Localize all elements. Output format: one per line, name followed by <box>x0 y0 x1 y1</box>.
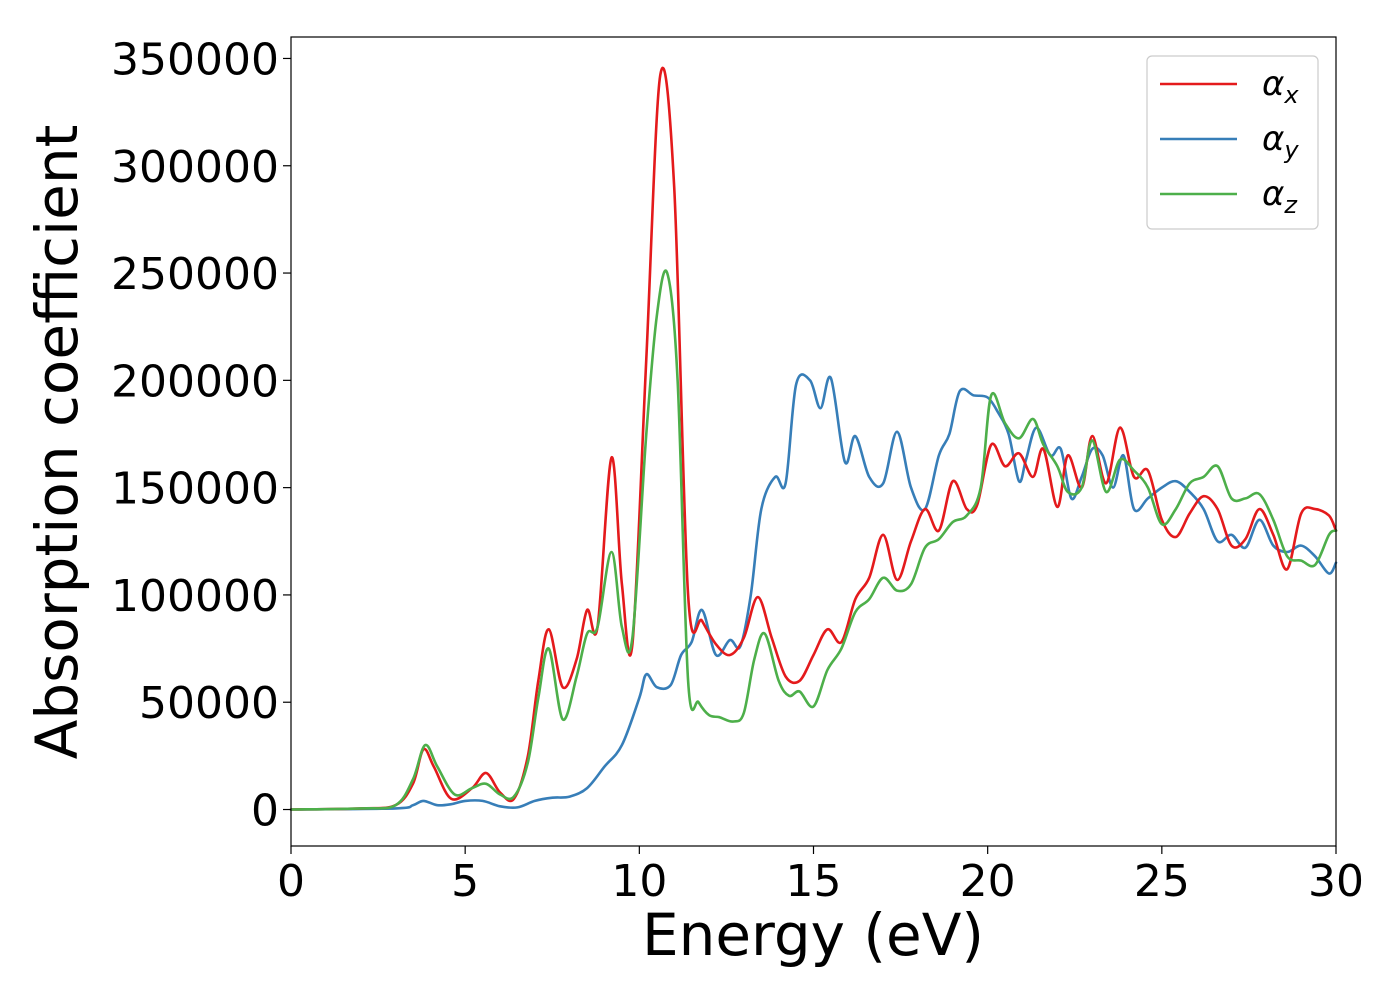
y-tick-label: 0 <box>251 786 279 837</box>
y-tick-label: 100000 <box>111 571 279 622</box>
x-tick-label: 15 <box>786 856 842 907</box>
x-tick-label: 30 <box>1308 856 1364 907</box>
x-tick-label: 25 <box>1134 856 1190 907</box>
x-tick-label: 20 <box>960 856 1016 907</box>
y-tick-label: 200000 <box>111 356 279 407</box>
y-ticks: 0 50000 100000 150000 200000 250000 300000 3500… <box>111 34 291 837</box>
y-tick-label: 300000 <box>111 142 279 193</box>
y-tick-label: 150000 <box>111 464 279 515</box>
series-line-y <box>289 373 1338 811</box>
series-line-x <box>289 66 1338 811</box>
y-tick-label: 250000 <box>111 249 279 300</box>
plot-frame <box>290 36 1337 847</box>
x-tick-label: 5 <box>451 856 479 907</box>
legend-label-y: αy <box>1262 119 1299 164</box>
y-tick-label: 50000 <box>139 678 279 729</box>
x-axis-title: Energy (eV) <box>642 901 984 969</box>
x-tick-label: 10 <box>611 856 667 907</box>
series-line-z <box>289 269 1338 811</box>
series-layer <box>289 66 1338 811</box>
x-tick-label: 0 <box>277 856 305 907</box>
y-axis-title: Absorption coefficient <box>23 125 91 760</box>
x-ticks: 0 5 10 15 20 25 30 <box>277 846 1364 907</box>
y-tick-label: 350000 <box>111 34 279 85</box>
legend-box <box>1146 55 1319 230</box>
